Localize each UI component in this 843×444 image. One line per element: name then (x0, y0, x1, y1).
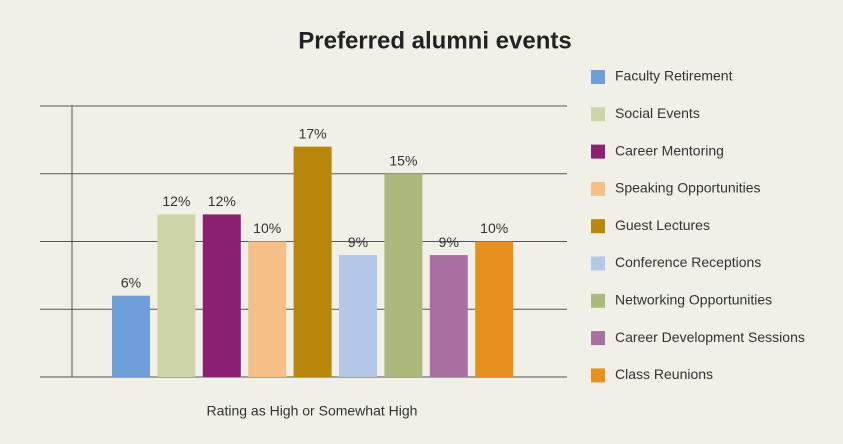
data-label: 10% (253, 220, 281, 236)
bar (339, 255, 377, 377)
legend-label: Networking Opportunities (615, 292, 772, 308)
data-label: 15% (389, 152, 417, 168)
data-label: 12% (208, 193, 236, 209)
data-label: 17% (299, 125, 327, 141)
bar (429, 255, 468, 377)
legend-label: Speaking Opportunities (615, 180, 761, 196)
data-label: 10% (480, 220, 508, 236)
bar (293, 146, 332, 377)
legend-swatch (591, 70, 605, 84)
legend-label: Guest Lectures (615, 217, 710, 233)
legend-label: Faculty Retirement (615, 68, 733, 84)
bar (112, 295, 150, 377)
legend-swatch (591, 181, 605, 196)
bar (384, 173, 423, 377)
bar (475, 241, 514, 377)
legend-swatch (591, 293, 605, 308)
data-label: 12% (162, 193, 190, 209)
legend-swatch (591, 331, 605, 346)
legend-label: Conference Receptions (615, 254, 761, 270)
legend-label: Career Development Sessions (615, 329, 805, 345)
bar (157, 214, 196, 377)
data-label: 9% (348, 234, 368, 250)
legend-swatch (591, 368, 605, 383)
chart-title: Preferred alumni events (298, 27, 571, 54)
x-axis-label: Rating as High or Somewhat High (207, 403, 418, 419)
data-label: 6% (121, 274, 141, 290)
legend-label: Career Mentoring (615, 142, 724, 158)
legend-label: Class Reunions (615, 366, 713, 382)
bar (202, 214, 241, 377)
legend-label: Social Events (615, 105, 700, 121)
legend-swatch (591, 144, 605, 159)
legend-swatch (591, 107, 605, 122)
bar (248, 241, 287, 377)
legend-swatch (591, 219, 605, 234)
legend-swatch (591, 256, 605, 271)
data-label: 9% (439, 234, 459, 250)
